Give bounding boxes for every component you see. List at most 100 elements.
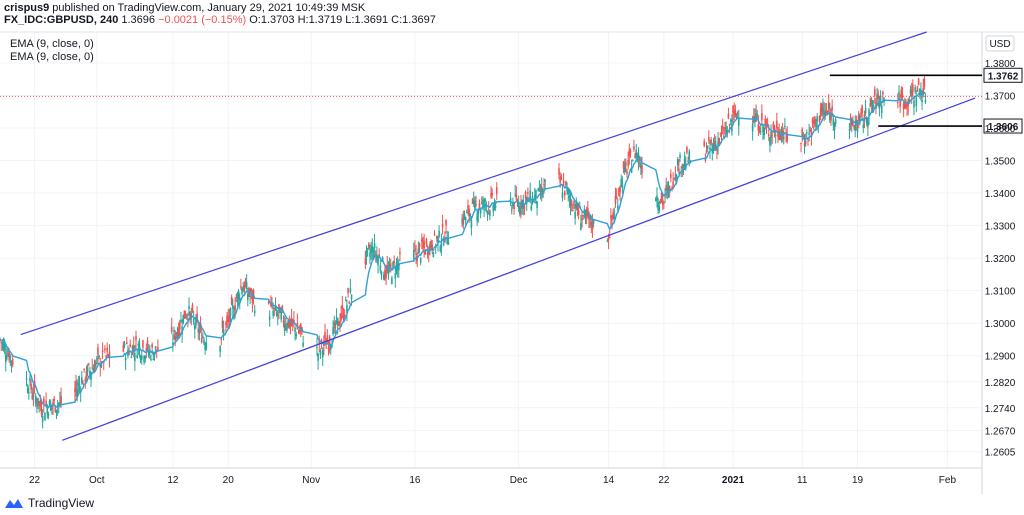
candle-body: [379, 265, 382, 271]
candle-body: [145, 347, 148, 354]
candle-body: [853, 126, 855, 128]
candle-body: [414, 248, 416, 250]
candle-body: [513, 202, 515, 210]
candle-body: [51, 405, 53, 408]
candle-body: [913, 100, 915, 108]
candle-body: [898, 91, 900, 95]
candle-body: [640, 164, 642, 169]
candle-body: [422, 245, 424, 248]
candle-body: [176, 331, 179, 339]
x-tick-label: 20: [223, 475, 235, 486]
candle-body: [614, 195, 617, 204]
indicator-ema-1[interactable]: EMA (9, close, 0): [10, 38, 94, 50]
candle-body: [371, 245, 374, 253]
candle-body: [150, 358, 152, 360]
candle-body: [703, 141, 706, 146]
candle-body: [348, 301, 351, 304]
candle-body: [777, 132, 779, 137]
candle-body: [665, 185, 667, 191]
candle-body: [347, 288, 349, 294]
candle-body: [297, 331, 300, 333]
candle-body: [854, 124, 857, 131]
candle-body: [130, 357, 133, 359]
candle-body: [31, 394, 34, 399]
candle-body: [78, 384, 81, 386]
x-tick-label: 22: [658, 475, 670, 486]
candle-body: [8, 352, 11, 361]
candle-body: [316, 346, 318, 348]
candle-body: [672, 181, 674, 186]
candle-body: [242, 287, 244, 292]
author-name[interactable]: crispus9: [4, 2, 50, 14]
candle-body: [802, 138, 805, 140]
candle-body: [250, 288, 253, 292]
candle-body: [170, 327, 173, 332]
candle-body: [251, 295, 254, 303]
candle-body: [37, 398, 39, 406]
candle-body: [810, 130, 813, 138]
candle-body: [871, 107, 874, 109]
candle-body: [897, 102, 899, 104]
candle-body: [139, 355, 142, 360]
candle-body: [763, 127, 765, 136]
candle-body: [335, 317, 338, 319]
candle-body: [286, 326, 288, 331]
candle-body: [232, 305, 234, 309]
candle-body: [769, 136, 771, 146]
candle-body: [74, 388, 76, 392]
candle-body: [437, 236, 439, 243]
candle-body: [751, 123, 754, 132]
candle-body: [758, 127, 761, 133]
candle-body: [81, 377, 83, 384]
candle-body: [344, 299, 347, 301]
candle-body: [589, 215, 591, 220]
candle-body: [834, 119, 837, 124]
candle-body: [786, 133, 789, 141]
candle-body: [494, 205, 497, 208]
candle-body: [668, 185, 671, 193]
tradingview-footer[interactable]: TradingView: [4, 494, 94, 512]
candle-body: [397, 263, 400, 271]
candle-body: [831, 106, 833, 110]
y-tick-label: 1.3700: [985, 91, 1016, 102]
candle-body: [917, 78, 920, 85]
candle-body: [417, 248, 420, 254]
candle-body: [196, 313, 198, 322]
candle-body: [10, 361, 13, 364]
candle-body: [415, 252, 417, 255]
candle-body: [202, 336, 204, 338]
candle-body: [183, 310, 186, 319]
candle-body: [720, 133, 723, 135]
candle-body: [321, 349, 324, 358]
candle-body: [381, 257, 384, 261]
candle-body: [735, 113, 738, 118]
candle-body: [516, 204, 519, 206]
candle-body: [291, 319, 294, 323]
candle-body: [762, 126, 764, 133]
candle-body: [606, 240, 609, 242]
candle-body: [439, 246, 442, 252]
candle-body: [717, 141, 719, 147]
candle-body: [656, 195, 658, 201]
candle-body: [87, 363, 90, 365]
indicator-ema-2[interactable]: EMA (9, close, 0): [10, 51, 94, 63]
candle-body: [372, 254, 375, 257]
candle-body: [877, 94, 880, 99]
candle-body: [852, 120, 854, 126]
candle-body: [782, 136, 785, 140]
candle-body: [55, 409, 58, 414]
candle-body: [489, 210, 491, 217]
candle-body: [474, 200, 476, 209]
candle-body: [781, 130, 784, 136]
candle-body: [226, 315, 228, 322]
candle-body: [705, 150, 708, 154]
candle-body: [612, 211, 614, 216]
candle-body: [535, 189, 537, 197]
candle-body: [146, 340, 149, 344]
candle-body: [570, 200, 573, 206]
level-label-box: [983, 118, 1023, 134]
candle-body: [538, 188, 541, 190]
candle-body: [471, 198, 474, 204]
candle-body: [704, 159, 707, 161]
